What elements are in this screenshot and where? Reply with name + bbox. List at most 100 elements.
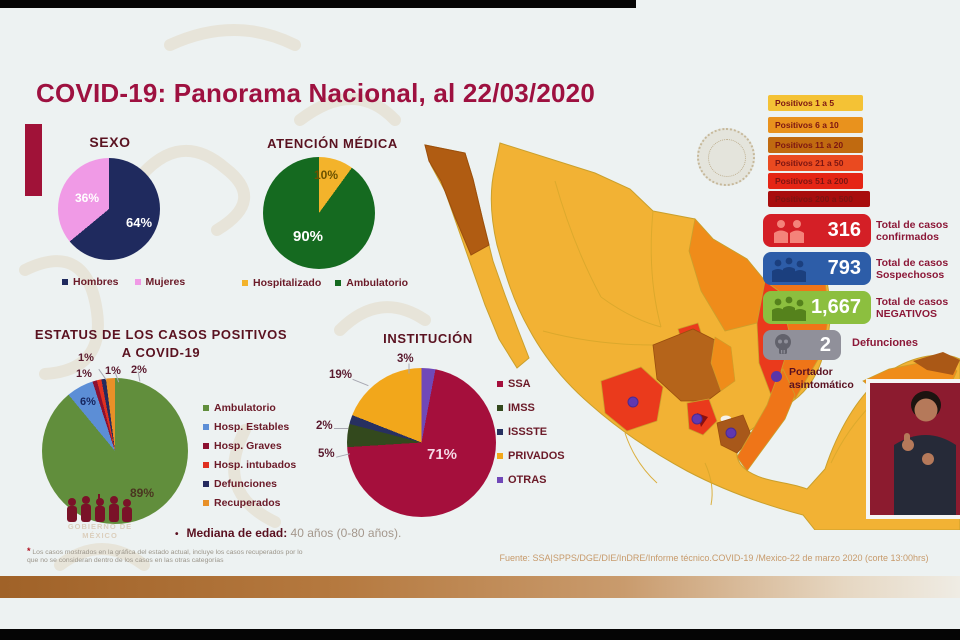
estatus-legend-item: Hosp. Estables [203,421,296,433]
median-age-line: • Mediana de edad: 40 años (0-80 años). [175,526,401,540]
estatus-chart-title: ESTATUS DE LOS CASOS POSITIVOS A COVID-1… [34,327,288,360]
institucion-imss-percent: 5% [318,448,335,460]
negative-cases-badge: 1,667 [763,291,871,324]
legend-swatch [203,481,209,487]
people-pair-icon [774,219,804,243]
estatus-legend-item: Recuperados [203,497,296,509]
suspected-cases-label: Total de casos Sospechosos [876,257,949,282]
sexo-pie-chart [58,158,160,260]
atencion-chart-title: ATENCIÓN MÉDICA [267,136,398,151]
asymptomatic-carrier-dot-legend [771,371,782,382]
negative-cases-label: Total de casos NEGATIVOS [876,296,949,321]
map-legend-positivos-11-20: Positivos 11 a 20 [768,137,863,153]
institucion-otras-percent: 3% [397,353,414,365]
letterbox-top [0,0,636,8]
atencion-pie-chart [263,157,375,269]
legend-swatch [134,279,141,285]
suspected-cases-value: 793 [827,257,861,279]
institucion-legend-imss: IMSS [497,402,565,414]
estatus-legend-item: Defunciones [203,478,296,490]
estatus-defunciones-percent: 1% [105,365,121,377]
legend-swatch [203,405,209,411]
estatus-ambulatorio-percent: 89% [130,486,155,500]
sexo-legend-hombres: Hombres [62,276,119,288]
sexo-hombres-percent: 64% [126,215,153,230]
legend-swatch [203,443,209,449]
institucion-pie-chart [347,368,496,517]
median-age-label: Mediana de edad: [186,526,288,540]
map-state [424,144,490,256]
institucion-issste-percent: 2% [316,420,333,432]
estatus-legend-item: Hosp. Graves [203,440,296,452]
people-crowd-icon [772,257,806,282]
seal-inner-ring [708,139,746,177]
legend-swatch [203,424,209,430]
skull-icon [775,334,791,354]
interpreter-person [894,391,956,515]
map-legend-positivos-21-50: Positivos 21 a 50 [768,155,863,171]
atencion-legend-ambulatorio: Ambulatorio [335,277,408,289]
negative-cases-value: 1,667 [810,296,861,318]
deaths-value: 2 [819,333,831,356]
institucion-legend-privados: PRIVADOS [497,450,565,462]
estatus-intubados-percent: 1% [76,368,92,380]
gobierno-people-watermark [67,494,132,522]
title-accent-bar [25,124,42,196]
confirmed-cases-badge: 316 [763,214,871,247]
leader-line [334,428,348,429]
footnote-text: Los casos mostrados en la gráfica del es… [27,549,303,565]
atencion-hospitalizado-percent: 10% [314,168,339,182]
legend-swatch [335,280,342,286]
map-state-slp-strip [710,336,736,392]
institucion-legend-otras: OTRAS [497,474,565,486]
deaths-badge: 2 [763,330,841,360]
sexo-mujeres-percent: 36% [75,191,100,205]
legend-swatch [497,453,503,459]
legend-swatch [62,279,68,285]
people-crowd-icon [772,296,806,321]
legend-swatch [497,477,503,483]
sexo-chart-title: SEXO [89,134,131,150]
legend-swatch [203,500,209,506]
estatus-recuperados-percent: 2% [131,364,147,376]
map-state-borders [542,180,908,506]
map-legend-positivos-6-10: Positivos 6 a 10 [768,117,863,133]
estatus-estables-percent: 6% [80,396,96,408]
median-age-value: 40 años (0-80 años). [287,526,402,540]
legend-swatch [497,381,503,387]
government-seal-watermark [697,128,755,186]
asymptomatic-carrier-dots [627,396,737,439]
institucion-ssa-percent: 71% [427,446,458,463]
map-legend-positivos-51-200: Positivos 51 a 200 [768,173,863,189]
institucion-legend-ssa: SSA [497,378,565,390]
confirmed-cases-value: 316 [827,219,861,241]
legend-swatch [497,429,503,435]
page-title: COVID-19: Panorama Nacional, al 22/03/20… [36,78,595,108]
confirmed-cases-label: Total de casos confirmados [876,219,949,244]
atencion-legend-hospitalizado: Hospitalizado [242,277,321,289]
asymptomatic-carrier-label: Portador asintomático [789,366,854,391]
sign-language-interpreter-video [866,379,960,519]
institucion-privados-percent: 19% [329,369,353,381]
mexico-choropleth-map [424,142,960,530]
institucion-legend-issste: ISSSTE [497,426,565,438]
footnote: * Los casos mostrados en la gráfica del … [27,546,315,566]
suspected-cases-badge: 793 [763,252,871,285]
gobierno-watermark-text: GOBIERNO DE MÉXICO [67,522,133,540]
estatus-legend-item: Ambulatorio [203,402,296,414]
map-state-hidalgo-slp [652,328,732,402]
map-state-yucatan-tip [913,352,960,375]
deaths-label: Defunciones [852,337,919,349]
map-legend-positivos-200-500: Positivos 200 a 500 [768,191,870,207]
legend-swatch [497,405,503,411]
institucion-chart-title: INSTITUCIÓN [383,331,473,346]
map-state-veracruz [736,368,796,472]
bottom-gradient-bar [0,576,960,598]
map-legend-positivos-1-5: Positivos 1 a 5 [768,95,863,111]
atencion-ambulatorio-percent: 90% [293,228,324,245]
footnote-marker: * [27,546,31,556]
legend-swatch [242,280,248,286]
letterbox-bottom [0,629,960,640]
estatus-graves-percent: 1% [78,352,94,364]
